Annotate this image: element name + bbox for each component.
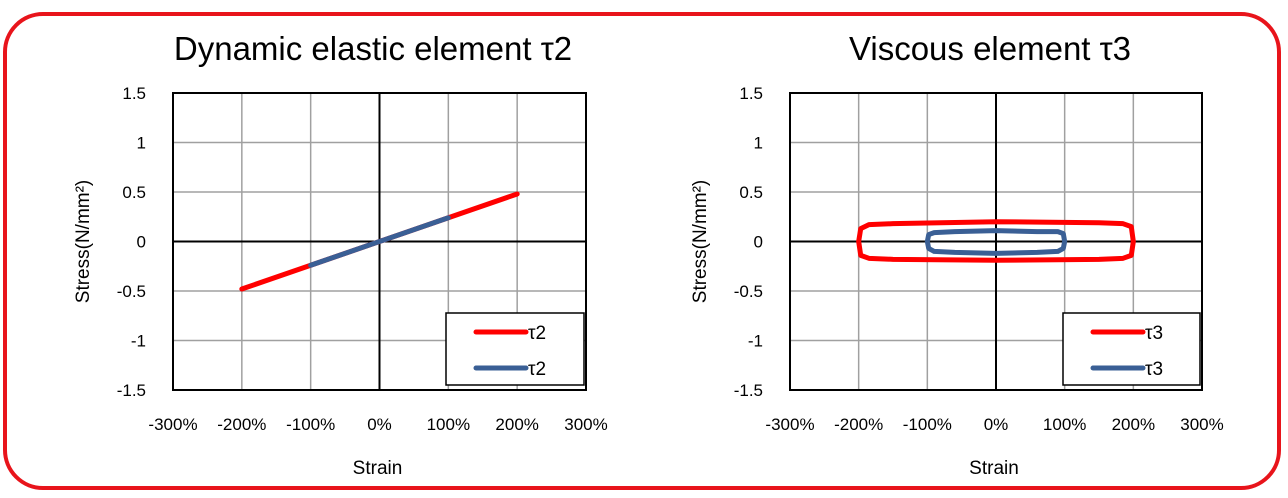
x-tick-label: 300% [564, 415, 607, 434]
y-tick-label: 1.5 [122, 84, 146, 103]
x-tick-label: -100% [286, 415, 335, 434]
x-tick-label: -100% [903, 415, 952, 434]
x-tick-label: 0% [367, 415, 392, 434]
y-tick-label: 1 [137, 134, 146, 153]
x-tick-label: 200% [1112, 415, 1155, 434]
y-tick-label: -1 [748, 332, 763, 351]
series-line-1 [308, 215, 451, 268]
y-tick-label: -1 [131, 332, 146, 351]
chart-title: Dynamic elastic element τ2 [174, 30, 572, 67]
y-tick-label: 1.5 [739, 84, 763, 103]
legend-label-0: τ3 [1145, 323, 1163, 344]
chart-title: Viscous element τ3 [849, 30, 1131, 67]
legend-box [445, 312, 585, 386]
x-tick-label: 100% [427, 415, 470, 434]
y-tick-label: -1.5 [117, 381, 146, 400]
y-axis-label: Stress(N/mm²) [73, 180, 94, 303]
x-tick-label: 200% [495, 415, 538, 434]
y-axis-label: Stress(N/mm²) [690, 180, 711, 303]
y-tick-label: -0.5 [734, 282, 763, 301]
x-tick-label: -300% [765, 415, 814, 434]
series-line-0 [856, 219, 1136, 263]
x-tick-label: -300% [148, 415, 197, 434]
y-tick-label: 0.5 [122, 183, 146, 202]
figure-frame [3, 12, 1281, 490]
x-tick-label: -200% [834, 415, 883, 434]
legend-label-1: τ3 [1145, 359, 1163, 380]
y-tick-label: 0 [137, 233, 146, 252]
x-tick-label: 100% [1043, 415, 1086, 434]
x-axis-label: Strain [969, 458, 1019, 479]
legend-box [1062, 312, 1201, 386]
y-tick-label: 0.5 [739, 183, 763, 202]
x-tick-label: 300% [1180, 415, 1223, 434]
x-tick-label: 0% [984, 415, 1009, 434]
x-axis-label: Strain [353, 458, 403, 479]
y-tick-label: 0 [754, 233, 763, 252]
series-line-1 [924, 228, 1068, 256]
y-tick-label: -1.5 [734, 381, 763, 400]
y-tick-label: 1 [754, 134, 763, 153]
legend-label-0: τ2 [528, 323, 546, 344]
legend-label-1: τ2 [528, 359, 546, 380]
x-tick-label: -200% [217, 415, 266, 434]
y-tick-label: -0.5 [117, 282, 146, 301]
